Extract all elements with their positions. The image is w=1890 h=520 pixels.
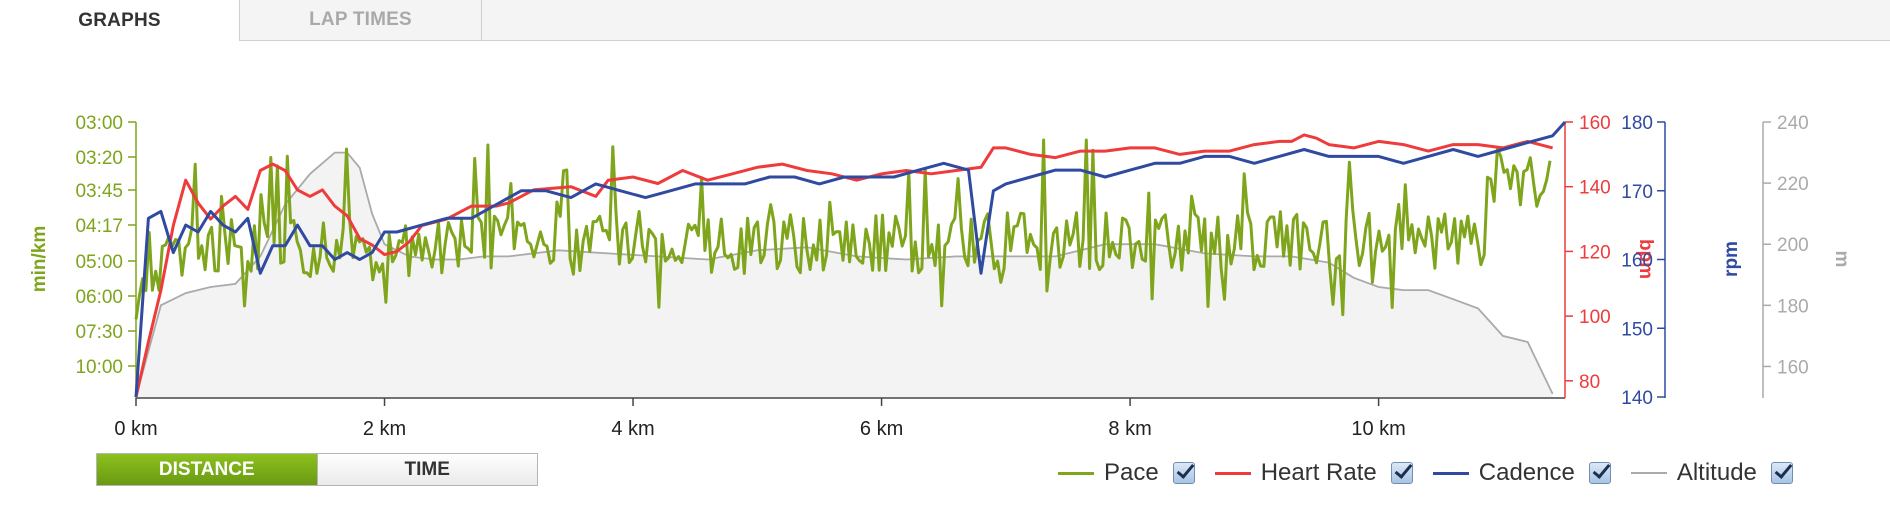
pace-tick-label: 05:00 bbox=[75, 252, 123, 273]
heart-rate-tick-label-100: 100 bbox=[1579, 307, 1611, 328]
pace-tick-label: 04:17 bbox=[75, 216, 123, 237]
altitude-tick-label-220: 220 bbox=[1777, 174, 1809, 195]
cadence-series-line bbox=[134, 120, 1567, 398]
tab-bar-divider bbox=[0, 40, 1890, 41]
pace-tick-label: 07:30 bbox=[75, 322, 123, 343]
heart-rate-axis-title: bpm bbox=[1635, 239, 1656, 279]
heart-rate-tick-label-140: 140 bbox=[1579, 178, 1611, 199]
legend-swatch-cadence bbox=[1432, 471, 1469, 475]
x-tick-label-0: 0 km bbox=[114, 418, 157, 440]
pace-tick-label: 03:45 bbox=[75, 181, 123, 202]
cadence-tick-label-150: 150 bbox=[1621, 319, 1653, 340]
cadence-tick-label-170: 170 bbox=[1621, 182, 1653, 203]
pace-tick-label: 10:00 bbox=[75, 357, 123, 378]
pace-axis-title: min/km bbox=[29, 226, 50, 293]
heart-rate-tick-label-120: 120 bbox=[1579, 242, 1611, 263]
altitude-checkbox[interactable] bbox=[1770, 462, 1793, 484]
legend-item-heart-rate: Heart Rate bbox=[1214, 459, 1433, 487]
tab-lap-times[interactable]: LAP TIMES bbox=[240, 0, 482, 41]
legend-item-pace: Pace bbox=[1058, 459, 1215, 487]
distance-time-toggle: DISTANCE TIME bbox=[96, 453, 538, 486]
heart-rate-checkbox[interactable] bbox=[1390, 462, 1413, 484]
pace-tick-label: 06:00 bbox=[75, 287, 123, 308]
pace-series-line bbox=[134, 138, 1552, 320]
legend: Pace Heart Rate Cadence Altitude bbox=[1058, 458, 1813, 488]
tab-graphs[interactable]: GRAPHS bbox=[0, 0, 240, 41]
legend-item-cadence: Cadence bbox=[1432, 459, 1631, 487]
legend-label-pace: Pace bbox=[1104, 459, 1159, 486]
tab-bar: GRAPHS LAP TIMES bbox=[0, 0, 1890, 41]
altitude-tick-label-180: 180 bbox=[1777, 296, 1809, 317]
legend-item-altitude: Altitude bbox=[1630, 459, 1813, 487]
cadence-tick-label-160: 160 bbox=[1621, 251, 1653, 272]
heart-rate-tick-label-80: 80 bbox=[1579, 372, 1600, 393]
cadence-checkbox[interactable] bbox=[1588, 462, 1611, 484]
x-tick-label-6: 6 km bbox=[860, 418, 903, 440]
legend-swatch-pace bbox=[1058, 471, 1094, 475]
legend-swatch-heart-rate bbox=[1214, 471, 1251, 475]
time-toggle-button[interactable]: TIME bbox=[316, 454, 537, 485]
distance-toggle-button[interactable]: DISTANCE bbox=[97, 454, 317, 485]
cadence-axis-title: rpm bbox=[1721, 241, 1742, 277]
pace-tick-label: 03:20 bbox=[75, 148, 123, 169]
heart-rate-series-line bbox=[134, 133, 1553, 398]
pace-tick-label: 03:00 bbox=[75, 113, 123, 134]
x-tick-label-2: 2 km bbox=[363, 418, 406, 440]
altitude-tick-label-200: 200 bbox=[1777, 235, 1809, 256]
heart-rate-tick-label-160: 160 bbox=[1579, 113, 1611, 134]
x-tick-label-4: 4 km bbox=[611, 418, 654, 440]
altitude-tick-label-160: 160 bbox=[1777, 357, 1809, 378]
altitude-area bbox=[136, 152, 1553, 397]
altitude-axis-title: m bbox=[1831, 251, 1852, 268]
legend-swatch-altitude bbox=[1630, 472, 1667, 474]
legend-label-heart-rate: Heart Rate bbox=[1260, 459, 1377, 486]
legend-label-cadence: Cadence bbox=[1478, 459, 1575, 486]
x-tick-label-10: 10 km bbox=[1351, 418, 1405, 440]
cadence-tick-label-140: 140 bbox=[1621, 388, 1653, 409]
cadence-tick-label-180: 180 bbox=[1621, 113, 1653, 134]
x-tick-label-8: 8 km bbox=[1108, 418, 1151, 440]
altitude-tick-label-240: 240 bbox=[1777, 113, 1809, 134]
legend-label-altitude: Altitude bbox=[1676, 459, 1757, 486]
pace-checkbox[interactable] bbox=[1172, 462, 1195, 484]
